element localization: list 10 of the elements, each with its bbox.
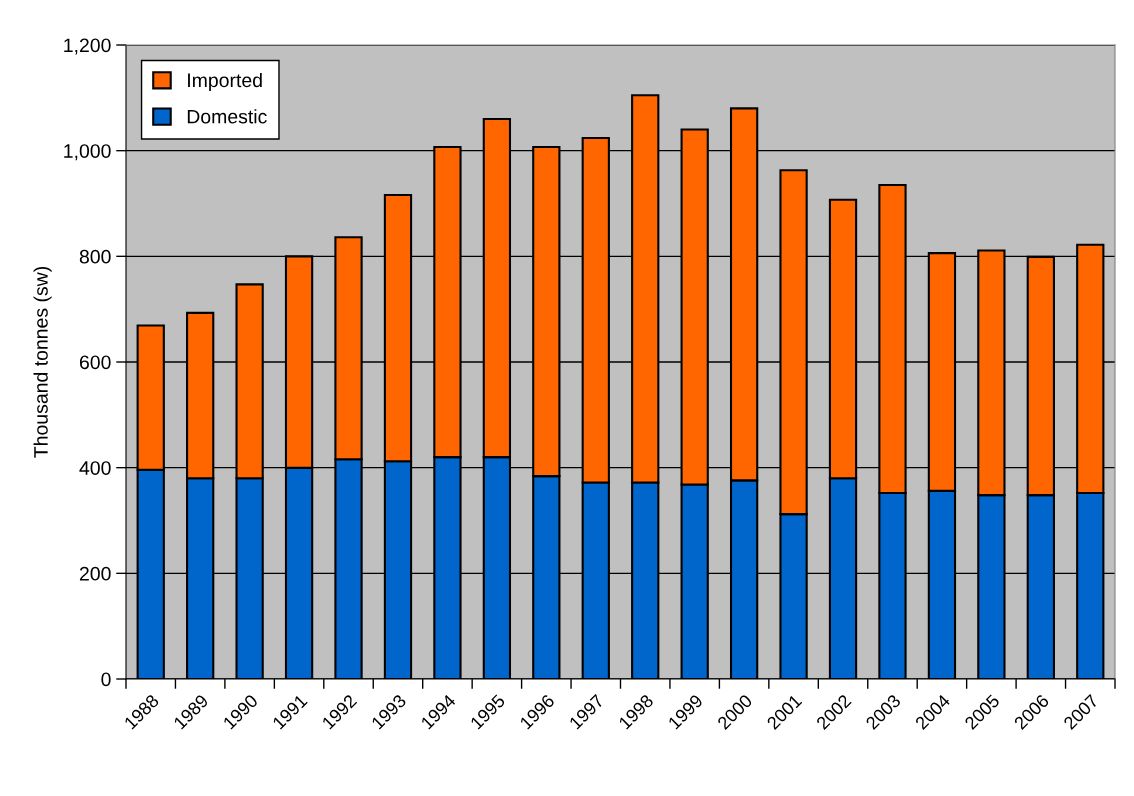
y-axis-title: Thousand tonnes (sw) (33, 267, 52, 458)
y-tick-label: 0 (101, 672, 111, 687)
y-tick-label: 1,200 (64, 38, 111, 55)
y-tick-label: 1,000 (64, 144, 111, 161)
y-tick-label: 800 (79, 249, 111, 264)
legend-label: Imported (188, 72, 262, 92)
y-tick-label: 400 (79, 461, 111, 475)
legend-label: Domestic (187, 109, 267, 124)
y-tick-label: 600 (79, 355, 111, 370)
y-tick-label: 200 (79, 566, 111, 581)
